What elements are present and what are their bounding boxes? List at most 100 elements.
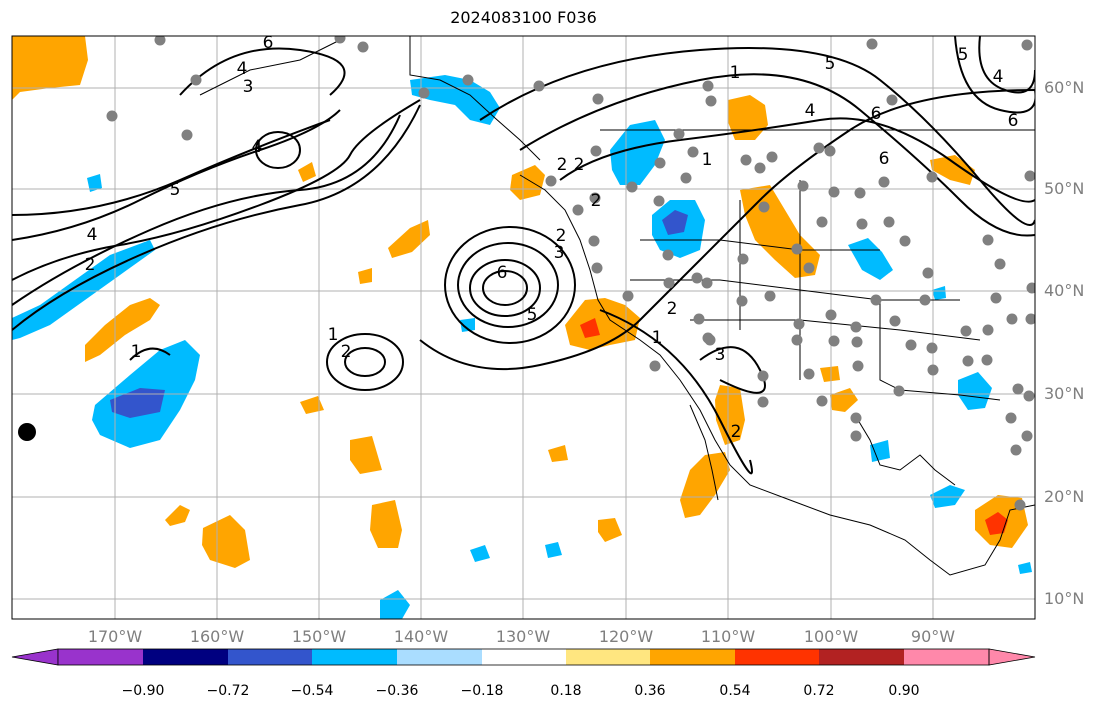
- colorbar-tick-8: 0.54: [719, 683, 751, 699]
- station-dot: [736, 295, 748, 307]
- station-dot: [922, 267, 934, 279]
- station-dot: [1021, 39, 1033, 51]
- station-dot: [825, 309, 837, 321]
- contour-label: 4: [252, 137, 263, 157]
- contour-label: 1: [730, 63, 741, 83]
- station-dot: [850, 321, 862, 333]
- contour-label: 3: [554, 243, 565, 263]
- map-frame: [11, 35, 1036, 620]
- lon-label-140w: 140°W: [393, 627, 449, 646]
- station-dot: [981, 354, 993, 366]
- contour-label: 2: [341, 342, 352, 362]
- colorbar-frame: [57, 648, 990, 666]
- station-dot: [1026, 282, 1035, 294]
- lon-label-120w: 120°W: [598, 627, 654, 646]
- contour-label: 2: [85, 255, 96, 275]
- station-dot: [886, 94, 898, 106]
- station-dot: [791, 334, 803, 346]
- station-dot: [757, 396, 769, 408]
- lat-label-10: 10°N: [1044, 589, 1085, 608]
- station-dot: [740, 154, 752, 166]
- lon-label-130w: 130°W: [495, 627, 551, 646]
- height-contours: [12, 36, 1035, 475]
- lat-label-20: 20°N: [1044, 487, 1085, 506]
- station-dot: [791, 243, 803, 255]
- station-dot: [1023, 390, 1035, 402]
- marker-dot: [18, 423, 36, 441]
- station-dot: [899, 235, 911, 247]
- contour-label: 4: [237, 59, 248, 79]
- station-dot: [1024, 170, 1035, 182]
- station-dot: [852, 360, 864, 372]
- lon-label-160w: 160°W: [189, 627, 245, 646]
- graticule: [12, 36, 1035, 619]
- station-dot: [626, 181, 638, 193]
- station-dot: [982, 234, 994, 246]
- station-dot: [878, 176, 890, 188]
- colorbar-segment: [566, 649, 650, 665]
- contour-label: 2: [574, 155, 585, 175]
- contour-label: 6: [879, 149, 890, 169]
- station-dot: [990, 292, 1002, 304]
- station-dot: [754, 162, 766, 174]
- colorbar-tick-10: 0.90: [888, 683, 920, 699]
- contour-label: 1: [702, 150, 713, 170]
- colorbar-segment: [650, 649, 735, 665]
- station-dot: [687, 146, 699, 158]
- lon-label-100w: 100°W: [803, 627, 859, 646]
- contour-label: 2: [557, 155, 568, 175]
- station-dot: [889, 315, 901, 327]
- contour-label: 4: [87, 225, 98, 245]
- contour-label: 2: [667, 299, 678, 319]
- colorbar-tick-9: 0.72: [803, 683, 835, 699]
- station-dot: [824, 145, 836, 157]
- contour-label: 5: [170, 180, 181, 200]
- contour-label: 1: [652, 328, 663, 348]
- station-dot: [462, 74, 474, 86]
- station-dot: [1005, 412, 1017, 424]
- contour-label: 6: [1008, 111, 1019, 131]
- station-dot: [654, 157, 666, 169]
- station-dot: [905, 339, 917, 351]
- map-title: 2024083100 F036: [450, 8, 597, 27]
- colorbar-tick-2: −0.72: [206, 683, 250, 699]
- lat-label-30: 30°N: [1044, 384, 1085, 403]
- station-dot: [190, 74, 202, 86]
- station-dot: [816, 395, 828, 407]
- lat-label-40: 40°N: [1044, 281, 1085, 300]
- station-dot: [982, 324, 994, 336]
- station-dot: [702, 80, 714, 92]
- station-dot: [926, 171, 938, 183]
- colorbar-tick-5: −0.18: [460, 683, 504, 699]
- station-dot: [994, 258, 1006, 270]
- colorbar-segment: [735, 649, 819, 665]
- station-dot: [1014, 499, 1026, 511]
- colorbar-segment: [397, 649, 482, 665]
- station-dot: [653, 195, 665, 207]
- station-dot: [545, 175, 557, 187]
- colorbar: [11, 648, 1036, 666]
- station-dot: [673, 128, 685, 140]
- contour-label: 1: [328, 325, 339, 345]
- station-dot: [757, 370, 769, 382]
- station-dot: [803, 368, 815, 380]
- station-dot: [926, 342, 938, 354]
- station-dot: [680, 172, 692, 184]
- colorbar-segment: [904, 649, 989, 665]
- lat-label-60: 60°N: [1044, 78, 1085, 97]
- station-dot: [766, 151, 778, 163]
- station-dot: [803, 262, 815, 274]
- contour-label: 5: [825, 54, 836, 74]
- station-dots: [106, 36, 1035, 511]
- colorbar-tick-4: −0.36: [375, 683, 419, 699]
- station-dot: [856, 218, 868, 230]
- station-dot: [1012, 383, 1024, 395]
- station-dot: [649, 360, 661, 372]
- colorbar-tick-7: 0.36: [634, 683, 666, 699]
- station-dot: [816, 216, 828, 228]
- station-dot: [764, 290, 776, 302]
- contour-label: 3: [243, 77, 254, 97]
- station-dot: [962, 355, 974, 367]
